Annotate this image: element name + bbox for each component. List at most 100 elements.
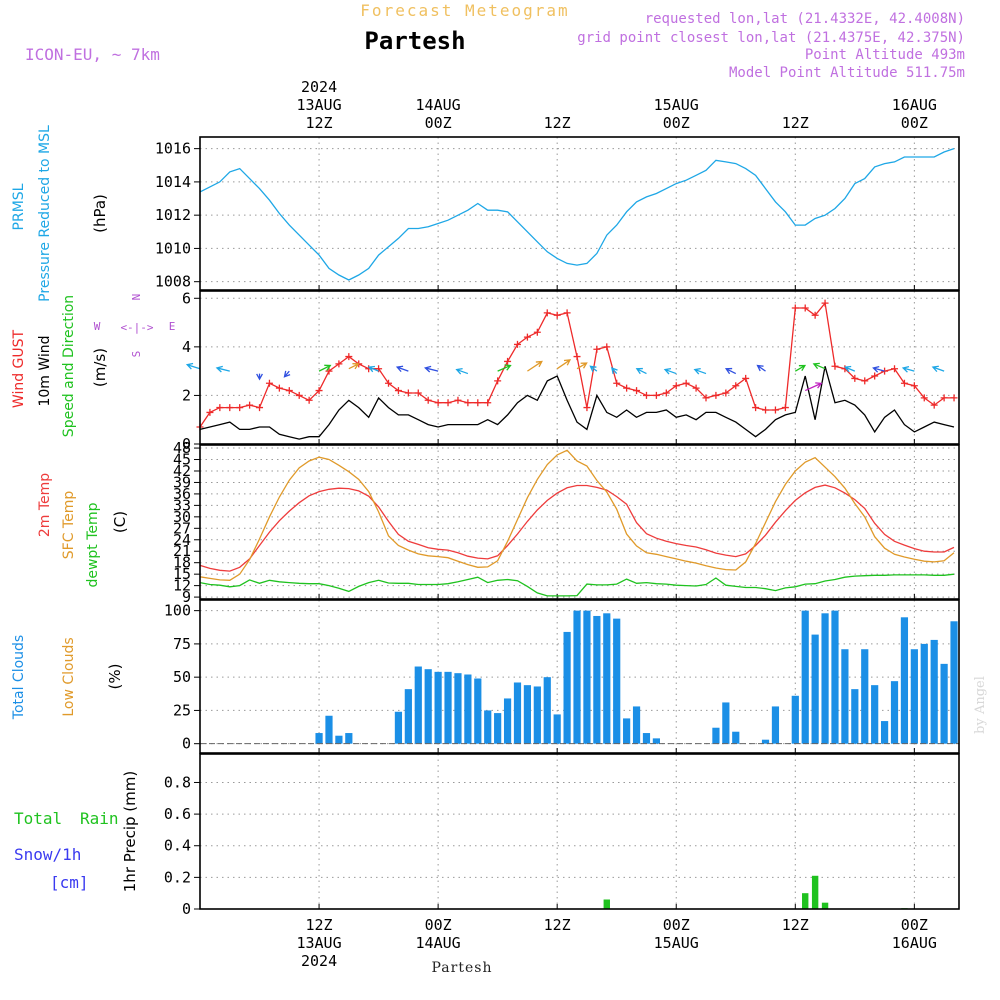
wind-direction-arrow <box>872 365 885 373</box>
gust-marker <box>950 394 958 402</box>
wind-direction-arrow <box>318 364 332 372</box>
precip-label-unit: [cm] <box>50 873 89 892</box>
compass-north: N <box>130 294 143 301</box>
y-tick-label: 0.8 <box>164 773 191 791</box>
panel-unit-wind: (m/s) <box>91 348 109 387</box>
gust-marker <box>434 399 442 407</box>
y-tick-label: 1008 <box>155 273 191 291</box>
wind-direction-arrow <box>693 367 707 375</box>
y-tick-label: 2 <box>182 386 191 404</box>
wind-direction-arrow <box>663 367 677 375</box>
wind-direction-arrow <box>395 365 409 373</box>
gust-marker <box>563 309 571 317</box>
bar-clouds <box>494 713 502 744</box>
wind-direction-arrow <box>556 359 572 370</box>
gust-marker <box>920 394 928 402</box>
y-tick-label: 1014 <box>155 173 191 191</box>
gust-marker <box>801 304 809 312</box>
gust-marker <box>494 377 502 385</box>
gust-marker <box>583 404 591 412</box>
bar-clouds <box>851 689 859 744</box>
time-label-top: 12Z <box>306 114 333 132</box>
gust-marker <box>275 384 283 392</box>
y-tick-label: 0 <box>182 435 191 453</box>
bar-clouds <box>603 613 611 744</box>
gust-marker <box>246 401 254 409</box>
gust-marker <box>474 399 482 407</box>
bar-clouds <box>811 634 819 744</box>
bar-clouds <box>424 669 432 744</box>
wind-compass: W <-|-> E N S <box>94 294 176 358</box>
gust-marker <box>871 372 879 380</box>
y-tick-label: 27 <box>173 519 191 537</box>
bar-clouds <box>732 731 740 744</box>
time-label-bottom: 14AUG <box>416 934 461 952</box>
bar-clouds <box>335 735 343 744</box>
y-tick-label: 0.4 <box>164 837 191 855</box>
time-label-top: 12Z <box>782 114 809 132</box>
y-tick-label: 0 <box>182 735 191 753</box>
bar-clouds <box>573 610 581 744</box>
gust-marker <box>424 396 432 404</box>
gust-marker <box>593 345 601 353</box>
gust-marker <box>533 328 541 336</box>
bar-clouds <box>414 666 422 744</box>
panel-unit-precip: 1hr Precip (mm) <box>121 771 139 892</box>
series-wind-gust <box>199 301 954 428</box>
wind-direction-arrow <box>724 367 737 375</box>
bar-clouds <box>484 710 492 744</box>
gust-marker <box>385 379 393 387</box>
gust-marker <box>940 394 948 402</box>
bar-clouds <box>880 721 889 744</box>
panel-clouds: 0 25 50 75 100 Total Clouds Low Clouds (%) <box>11 599 960 754</box>
panel-unit-temperature: (C) <box>111 511 129 533</box>
y-tick-label: 36 <box>173 485 191 503</box>
wind-direction-arrow <box>215 365 230 373</box>
panel-frame <box>199 444 960 600</box>
time-label-bottom: 15AUG <box>654 934 699 952</box>
gust-marker <box>325 367 333 375</box>
y-tick-label: 42 <box>173 462 191 480</box>
compass-west: W <box>94 320 101 333</box>
footer-location: Partesh <box>432 960 493 976</box>
series-sfc-temp <box>199 449 955 581</box>
bar-clouds <box>533 686 541 744</box>
location-title: Partesh <box>364 27 465 55</box>
wind-direction-arrow <box>843 365 856 373</box>
gust-marker <box>732 382 740 390</box>
series-10m-wind <box>199 366 955 440</box>
y-tick-label: 50 <box>173 668 191 686</box>
gust-marker <box>315 387 323 395</box>
y-tick-label: 48 <box>173 439 191 457</box>
y-tick-label: 1016 <box>155 140 191 158</box>
time-label-top: 14AUG <box>416 96 461 114</box>
time-label-top: 15AUG <box>654 96 699 114</box>
y-tick-label: 0 <box>182 900 191 918</box>
wind-direction-arrow <box>931 365 945 373</box>
bar-clouds <box>761 739 770 744</box>
time-label-top: 2024 <box>301 78 337 96</box>
series-2m-temp <box>199 484 955 572</box>
time-label-bottom: 00Z <box>663 916 690 934</box>
wind-direction-arrow <box>756 364 766 372</box>
panel-frame <box>199 753 960 910</box>
time-label-bottom: 12Z <box>782 916 809 934</box>
wind-direction-arrow <box>812 362 826 370</box>
panel-label-pressure: Pressure Reduced to MSL <box>37 125 53 302</box>
gust-marker <box>444 399 452 407</box>
gust-marker <box>712 391 720 399</box>
gust-marker <box>752 404 760 412</box>
bar-clouds <box>890 681 899 744</box>
gridpoint-coords: grid point closest lon,lat (21.4375E, 42… <box>577 30 965 46</box>
gust-marker <box>781 404 789 412</box>
gust-marker <box>394 387 402 395</box>
time-label-top: 00Z <box>663 114 690 132</box>
watermark: by Angel <box>973 676 988 734</box>
gust-marker <box>404 389 412 397</box>
gust-marker <box>603 343 611 351</box>
bar-clouds <box>623 718 631 744</box>
time-label-bottom: 13AUG <box>296 934 341 952</box>
y-tick-label: 18 <box>173 554 191 572</box>
